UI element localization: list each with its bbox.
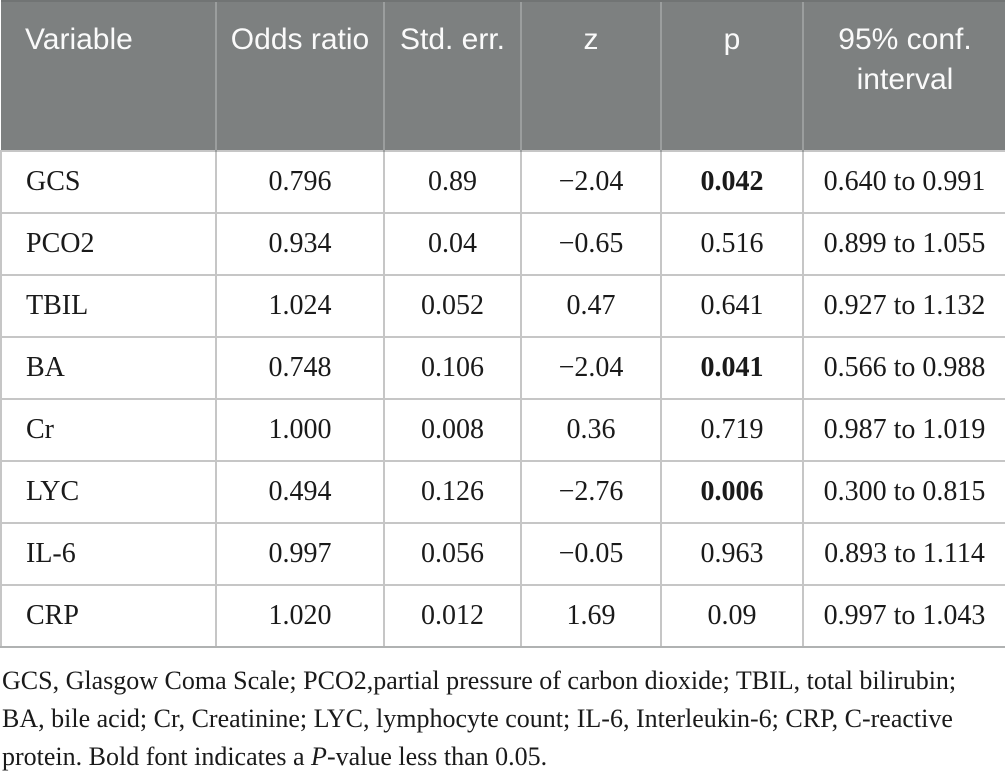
table-row: LYC 0.494 0.126 −2.76 0.006 0.300 to 0.815 <box>0 460 1005 524</box>
table-row: CRP 1.020 0.012 1.69 0.09 0.997 to 1.043 <box>0 584 1005 648</box>
cell-z: −2.04 <box>520 150 662 214</box>
cell-z: 1.69 <box>520 584 662 648</box>
cell-p: 0.09 <box>660 584 804 648</box>
cell-conf-interval: 0.300 to 0.815 <box>802 460 1005 524</box>
cell-std-err: 0.89 <box>383 150 522 214</box>
table-body: GCS 0.796 0.89 −2.04 0.042 0.640 to 0.991 PCO2… <box>0 150 1005 648</box>
cell-conf-interval: 0.987 to 1.019 <box>802 398 1005 462</box>
cell-z: −0.65 <box>520 212 662 276</box>
cell-std-err: 0.056 <box>383 522 522 586</box>
cell-variable: BA <box>0 336 217 400</box>
table-row: IL-6 0.997 0.056 −0.05 0.963 0.893 to 1.114 <box>0 522 1005 586</box>
column-header-std-err: Std. err. <box>383 0 521 151</box>
cell-odds-ratio: 1.024 <box>215 274 385 338</box>
cell-conf-interval: 0.997 to 1.043 <box>802 584 1005 648</box>
cell-std-err: 0.008 <box>383 398 522 462</box>
table-row: TBIL 1.024 0.052 0.47 0.641 0.927 to 1.132 <box>0 274 1005 338</box>
cell-variable: LYC <box>0 460 217 524</box>
cell-odds-ratio: 0.494 <box>215 460 385 524</box>
table-row: Cr 1.000 0.008 0.36 0.719 0.987 to 1.019 <box>0 398 1005 462</box>
cell-variable: IL-6 <box>0 522 217 586</box>
cell-variable: TBIL <box>0 274 217 338</box>
cell-z: −0.05 <box>520 522 662 586</box>
cell-conf-interval: 0.893 to 1.114 <box>802 522 1005 586</box>
footnote-text-2: -value less than 0.05. <box>326 742 548 771</box>
cell-conf-interval: 0.566 to 0.988 <box>802 336 1005 400</box>
cell-conf-interval: 0.927 to 1.132 <box>802 274 1005 338</box>
cell-std-err: 0.052 <box>383 274 522 338</box>
cell-p: 0.963 <box>660 522 804 586</box>
cell-z: −2.04 <box>520 336 662 400</box>
column-header-conf-interval: 95% conf. interval <box>802 0 1005 151</box>
table-row: GCS 0.796 0.89 −2.04 0.042 0.640 to 0.991 <box>0 150 1005 214</box>
regression-results-table: Variable Odds ratio Std. err. z p 95% co… <box>0 0 1005 648</box>
cell-odds-ratio: 0.796 <box>215 150 385 214</box>
header-row: Variable Odds ratio Std. err. z p 95% co… <box>1 0 1005 151</box>
cell-std-err: 0.012 <box>383 584 522 648</box>
cell-p: 0.516 <box>660 212 804 276</box>
cell-odds-ratio: 0.997 <box>215 522 385 586</box>
table-row: BA 0.748 0.106 −2.04 0.041 0.566 to 0.988 <box>0 336 1005 400</box>
cell-p: 0.641 <box>660 274 804 338</box>
cell-z: 0.36 <box>520 398 662 462</box>
cell-variable: CRP <box>0 584 217 648</box>
column-header-variable: Variable <box>1 0 216 151</box>
table-header: Variable Odds ratio Std. err. z p 95% co… <box>1 0 1005 151</box>
cell-p: 0.041 <box>660 336 804 400</box>
cell-z: 0.47 <box>520 274 662 338</box>
cell-p: 0.006 <box>660 460 804 524</box>
footnote-italic-p: P <box>311 742 327 771</box>
column-header-z: z <box>520 0 661 151</box>
cell-variable: GCS <box>0 150 217 214</box>
cell-odds-ratio: 1.020 <box>215 584 385 648</box>
table-footnote: GCS, Glasgow Coma Scale; PCO2,partial pr… <box>0 662 1003 776</box>
cell-z: −2.76 <box>520 460 662 524</box>
cell-variable: PCO2 <box>0 212 217 276</box>
cell-odds-ratio: 0.748 <box>215 336 385 400</box>
column-header-odds-ratio: Odds ratio <box>215 0 384 151</box>
table-row: PCO2 0.934 0.04 −0.65 0.516 0.899 to 1.055 <box>0 212 1005 276</box>
column-header-p: p <box>660 0 803 151</box>
cell-conf-interval: 0.640 to 0.991 <box>802 150 1005 214</box>
cell-std-err: 0.126 <box>383 460 522 524</box>
cell-odds-ratio: 1.000 <box>215 398 385 462</box>
cell-std-err: 0.04 <box>383 212 522 276</box>
cell-p: 0.719 <box>660 398 804 462</box>
cell-odds-ratio: 0.934 <box>215 212 385 276</box>
cell-conf-interval: 0.899 to 1.055 <box>802 212 1005 276</box>
footnote-text-1: GCS, Glasgow Coma Scale; PCO2,partial pr… <box>2 666 957 771</box>
cell-std-err: 0.106 <box>383 336 522 400</box>
cell-p: 0.042 <box>660 150 804 214</box>
cell-variable: Cr <box>0 398 217 462</box>
